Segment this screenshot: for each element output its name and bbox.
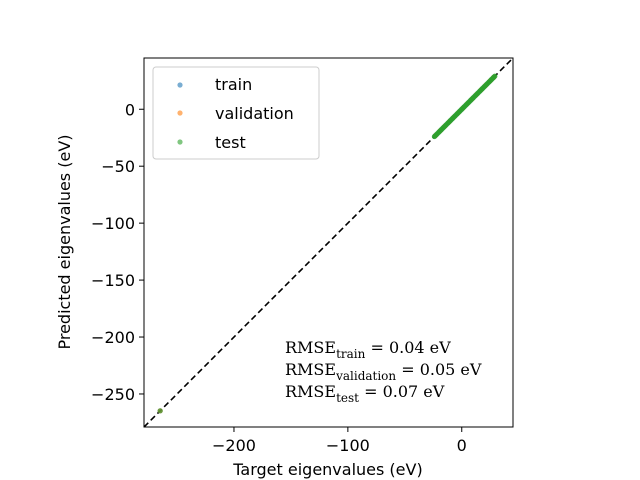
legend-marker-test — [177, 139, 183, 145]
legend: train validation test — [152, 66, 320, 160]
x-axis-label: Target eigenvalues (eV) — [232, 460, 422, 479]
rmse-annotations: RMSEtrain = 0.04 eV RMSEvalidation = 0.0… — [285, 338, 482, 405]
legend-item-validation: validation — [177, 104, 294, 123]
rmse-train-text: RMSEtrain = 0.04 eV — [285, 338, 451, 361]
x-tick-label: 0 — [457, 436, 467, 455]
y-axis-ticks: 0 −50 −100 −150 −200 −250 — [91, 100, 144, 404]
point-test — [157, 408, 163, 414]
legend-label-test: test — [215, 133, 246, 152]
y-tick-label: −250 — [91, 385, 135, 404]
data-points — [157, 73, 498, 414]
identity-reference-line — [144, 58, 513, 427]
legend-label-train: train — [215, 75, 252, 94]
legend-item-train: train — [177, 75, 252, 94]
y-axis-label: Predicted eigenvalues (eV) — [55, 134, 74, 349]
y-tick-label: −200 — [91, 328, 135, 347]
dense-point-cluster-test — [431, 73, 498, 140]
legend-marker-train — [177, 82, 183, 88]
rmse-test-text: RMSEtest = 0.07 eV — [285, 382, 445, 405]
plot-area — [143, 57, 514, 428]
y-tick-label: −150 — [91, 271, 135, 290]
axes-frame — [143, 57, 514, 428]
rmse-validation-text: RMSEvalidation = 0.05 eV — [285, 360, 482, 383]
legend-label-validation: validation — [215, 104, 294, 123]
legend-marker-validation — [177, 110, 183, 116]
series-test — [157, 73, 498, 414]
x-tick-label: −100 — [326, 436, 370, 455]
x-axis-ticks: −200 −100 0 — [212, 427, 467, 455]
legend-box — [152, 66, 320, 160]
legend-item-test: test — [177, 133, 246, 152]
y-tick-label: −50 — [101, 157, 135, 176]
x-tick-label: −200 — [212, 436, 256, 455]
y-tick-label: −100 — [91, 214, 135, 233]
y-tick-label: 0 — [125, 100, 135, 119]
